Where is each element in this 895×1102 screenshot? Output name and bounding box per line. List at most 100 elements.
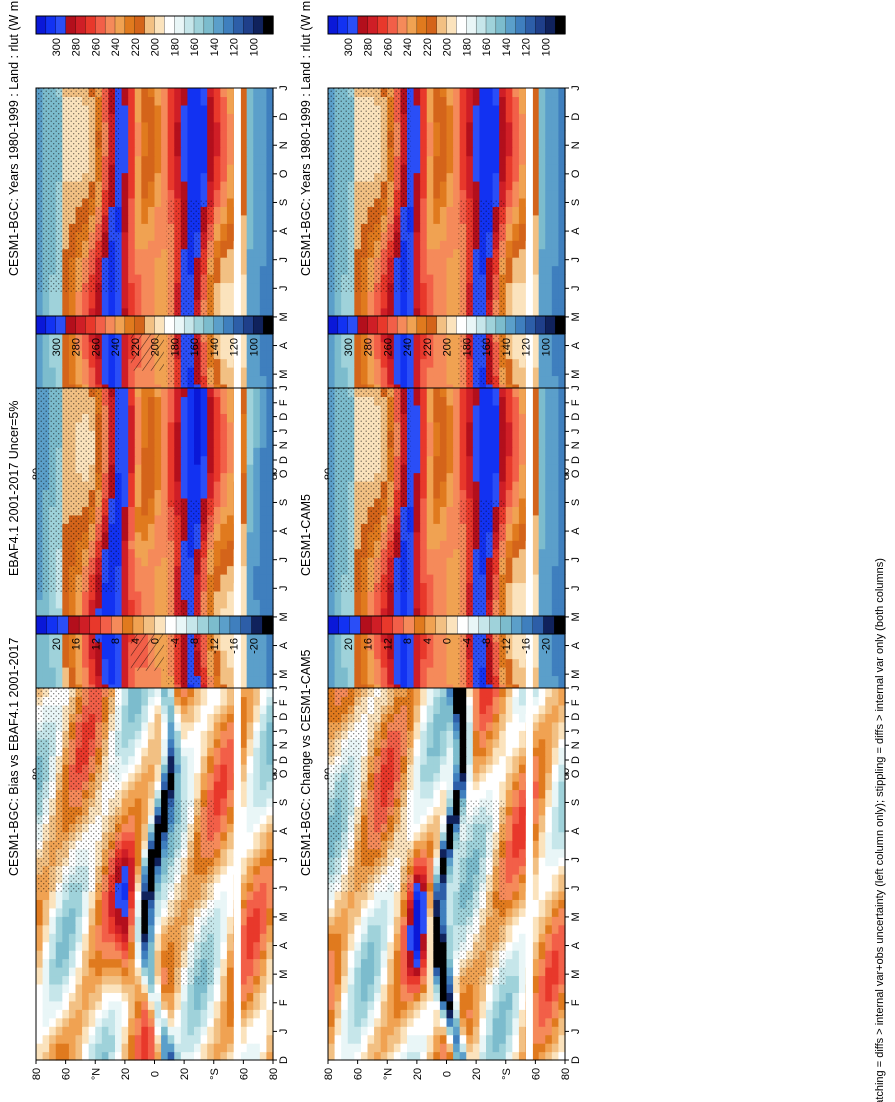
heatmap-cell (538, 181, 546, 191)
heatmap-cell (194, 155, 202, 165)
heatmap-cell (167, 421, 175, 431)
heatmap-cell (121, 138, 129, 148)
heatmap-cell (141, 481, 149, 491)
heatmap-cell (360, 350, 369, 360)
heatmap-cell (213, 675, 221, 685)
heatmap-cell (420, 206, 428, 216)
heatmap-cell (347, 375, 355, 385)
month-tick-label: D (278, 113, 290, 121)
heatmap-cell (226, 430, 235, 440)
heatmap-cell (147, 548, 156, 558)
heatmap-cell (499, 189, 507, 199)
heatmap-cell (253, 375, 261, 385)
heatmap-cell (161, 599, 169, 609)
heatmap-cell (439, 155, 448, 165)
heatmap-cell (505, 341, 513, 351)
heatmap-cell (446, 113, 454, 123)
heatmap-cell (538, 282, 546, 292)
heatmap-cell (453, 88, 461, 98)
heatmap-cell (420, 121, 428, 131)
heatmap-cell (492, 181, 500, 191)
heatmap-cell (108, 375, 116, 385)
heatmap-cell (174, 404, 182, 414)
heatmap-cell (187, 113, 195, 123)
heatmap-cell (453, 231, 461, 241)
heatmap-cell (253, 396, 261, 406)
heatmap-cell (246, 455, 254, 465)
heatmap-cell (141, 675, 149, 685)
heatmap-cell (505, 130, 513, 140)
heatmap-cell (545, 265, 553, 275)
heatmap-cell (551, 299, 560, 309)
heatmap-cell (446, 96, 454, 106)
heatmap-cell (426, 214, 434, 224)
heatmap-cell (207, 396, 215, 406)
heatmap-cell (259, 481, 268, 491)
heatmap-cell (512, 375, 520, 385)
heatmap-cell (413, 290, 421, 300)
heatmap-cell (558, 299, 566, 309)
heatmap-cell (259, 104, 268, 114)
heatmap-cell (128, 214, 136, 224)
heatmap-cell (161, 223, 169, 233)
heatmap-cell (558, 130, 566, 140)
heatmap-cell (187, 447, 195, 457)
heatmap-cell (121, 582, 129, 592)
heatmap-cell (505, 88, 513, 98)
heatmap-cell (180, 472, 189, 482)
heatmap-cell (433, 290, 441, 300)
heatmap-cell (558, 206, 566, 216)
heatmap-cell (161, 265, 169, 275)
heatmap-cell (213, 455, 221, 465)
heatmap-cell (532, 307, 540, 317)
heatmap-cell (226, 667, 235, 677)
heatmap-cell (433, 113, 441, 123)
heatmap-cell (420, 341, 428, 351)
heatmap-cell (545, 130, 553, 140)
heatmap-cell (154, 88, 162, 98)
heatmap-cell (512, 367, 520, 377)
heatmap-cell (253, 404, 261, 414)
heatmap-cell (141, 172, 149, 182)
heatmap-cell (328, 375, 336, 385)
panel-title: CESM1-BGC: Years 1980-1999 : Land : rlut… (7, 0, 21, 276)
heatmap-cell (55, 299, 63, 309)
month-tick-label: J (278, 586, 290, 592)
heatmap-cell (207, 481, 215, 491)
heatmap-cell (538, 265, 546, 275)
heatmap-cell (42, 667, 50, 677)
heatmap-cell (518, 265, 527, 275)
heatmap-cell (253, 641, 261, 651)
heatmap-cell (341, 358, 349, 368)
heatmap-cell (492, 88, 500, 98)
heatmap-cell (147, 413, 156, 423)
heatmap-cell (213, 113, 221, 123)
heatmap-cell (108, 658, 116, 668)
month-tick-label: O (278, 469, 290, 478)
heatmap-cell (439, 274, 448, 284)
month-tick-label: S (570, 199, 582, 206)
heatmap-cell (259, 138, 268, 148)
heatmap-cell (518, 350, 527, 360)
heatmap-cell (259, 506, 268, 516)
heatmap-cell (505, 138, 513, 148)
heatmap-cell (505, 282, 513, 292)
heatmap-cell (240, 350, 248, 360)
heatmap-cell (446, 248, 454, 258)
heatmap-cell (213, 650, 221, 660)
heatmap-cell (259, 223, 268, 233)
heatmap-cell (466, 88, 474, 98)
heatmap-cell (420, 197, 428, 207)
heatmap-cell (538, 341, 546, 351)
heatmap-cell (154, 282, 162, 292)
heatmap-cell (134, 404, 142, 414)
heatmap-cell (62, 341, 70, 351)
heatmap-cell (453, 307, 461, 317)
heatmap-cell (518, 257, 527, 267)
heatmap-cell (220, 633, 228, 643)
heatmap-cell (545, 138, 553, 148)
heatmap-cell (240, 189, 248, 199)
heatmap-cell (121, 282, 129, 292)
heatmap-cell (42, 307, 50, 317)
heatmap-cell (246, 138, 254, 148)
